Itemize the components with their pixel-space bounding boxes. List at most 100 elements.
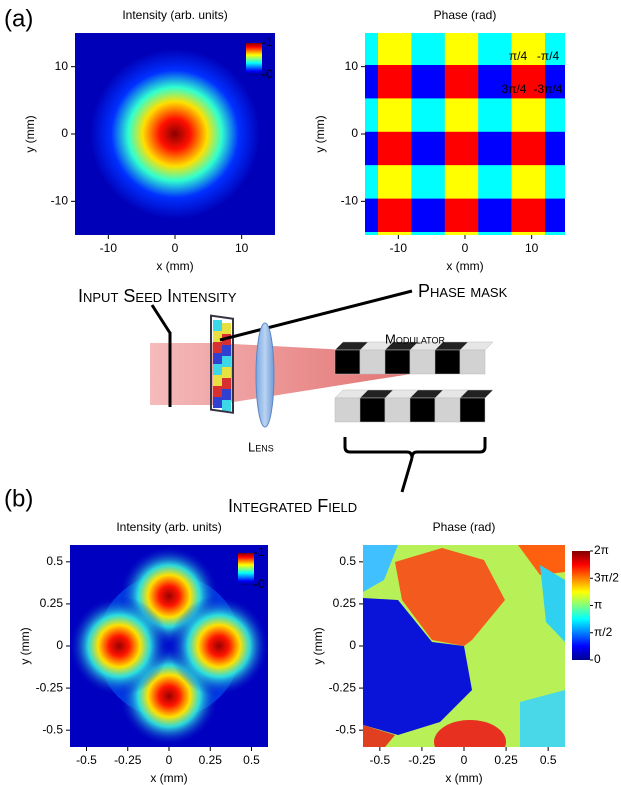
x-tick-label: -0.5 — [76, 753, 97, 767]
phase-cell — [311, 65, 345, 99]
phase-cell — [578, 132, 612, 166]
block — [459, 397, 486, 423]
mask-cell — [222, 367, 231, 378]
x-tick-label: 10 — [525, 241, 539, 255]
phase-cell — [478, 33, 512, 66]
phase-cell — [578, 65, 612, 99]
y-tick-label: -10 — [51, 194, 69, 208]
panel-label: (a) — [4, 5, 33, 32]
phase-cell — [378, 33, 412, 66]
block — [434, 397, 461, 423]
phase-cell — [511, 33, 546, 66]
x-tick-label: 0 — [166, 753, 173, 767]
phase-cell — [444, 33, 479, 66]
phase-cell — [411, 165, 445, 199]
y-axis-label: y (mm) — [311, 627, 325, 664]
phase-cell — [578, 98, 612, 132]
phase-cell — [511, 98, 546, 132]
y-tick-label: -0.25 — [329, 680, 357, 694]
diagram-label: Integrated Field — [228, 496, 357, 516]
phase-cell — [511, 165, 546, 199]
x-axis-label: x (mm) — [446, 259, 483, 273]
phase-cell — [545, 98, 565, 132]
phase-cell — [411, 65, 445, 99]
y-tick-label: 0.5 — [339, 554, 356, 568]
phase-cell — [378, 165, 412, 199]
phase-cell — [378, 131, 412, 166]
mask-cell — [213, 320, 222, 331]
phase-cell — [411, 198, 445, 233]
phase-cell — [545, 0, 579, 32]
block — [334, 397, 361, 423]
x-axis-label: x (mm) — [445, 771, 482, 785]
phase-cell — [311, 32, 345, 66]
y-axis-label: y (mm) — [23, 115, 37, 152]
phase-cell — [311, 0, 345, 32]
x-tick-label: 0.5 — [540, 753, 557, 767]
mask-cell — [222, 356, 231, 367]
phase-cell — [511, 131, 546, 166]
phase-annotation: π/4 — [509, 49, 528, 63]
x-tick-label: -0.25 — [114, 753, 142, 767]
colorbar-tick-label: π — [594, 598, 602, 612]
phase-cell — [365, 98, 379, 132]
phase-cell — [444, 98, 479, 132]
phase-annotation: -3π/4 — [534, 82, 563, 96]
phase-cell — [411, 131, 445, 166]
phase-cell — [511, 65, 546, 99]
phase-cell — [365, 165, 379, 199]
phase-cell — [545, 33, 565, 66]
phase-cell — [578, 32, 612, 66]
y-tick-label: 0 — [351, 126, 358, 140]
intensity-image — [70, 545, 268, 747]
mask-cell — [222, 389, 231, 400]
y-tick-label: 0 — [61, 126, 68, 140]
intensity-image — [75, 33, 275, 235]
phase-cell — [545, 232, 565, 235]
phase-mask — [210, 314, 234, 414]
phase-cell — [411, 232, 445, 235]
phase-cell — [478, 98, 512, 132]
colorbar-tick-label: π/2 — [594, 625, 613, 639]
phase-cell — [444, 165, 479, 199]
panel-label: (b) — [4, 485, 33, 512]
phase-cell — [365, 33, 379, 66]
phase-cell — [511, 232, 546, 235]
phase-cell — [478, 232, 512, 235]
x-tick-label: 0.25 — [494, 753, 518, 767]
x-axis-label: x (mm) — [150, 771, 187, 785]
mask-cell — [213, 397, 222, 408]
colorbar-tick-label: 0 — [266, 67, 273, 81]
phase-cell — [545, 131, 565, 166]
phase-cell — [365, 198, 379, 233]
mask-cell — [222, 400, 231, 411]
phase-annotation: 3π/4 — [502, 82, 527, 96]
phase-cell — [444, 131, 479, 166]
x-tick-label: 10 — [235, 241, 249, 255]
y-tick-label: 10 — [345, 59, 359, 73]
phase-cell — [378, 98, 412, 132]
x-tick-label: -0.5 — [369, 753, 390, 767]
y-tick-label: -0.5 — [335, 722, 356, 736]
block — [334, 349, 361, 375]
chart-title: Intensity (arb. units) — [122, 8, 227, 22]
phase-cell — [545, 198, 565, 233]
modulator — [334, 341, 494, 423]
chart-title: Intensity (arb. units) — [116, 520, 221, 534]
y-tick-label: 0.5 — [46, 554, 63, 568]
phase-cell — [311, 232, 345, 266]
x-tick-label: 0.5 — [243, 753, 260, 767]
y-tick-label: -0.5 — [42, 722, 63, 736]
phase-cell — [512, 0, 546, 32]
phase-cell — [365, 65, 379, 99]
colorbar — [572, 551, 590, 660]
phase-cell — [345, 0, 379, 32]
phase-cell — [478, 65, 512, 99]
phase-cell — [365, 232, 379, 235]
colorbar-tick-label: 2π — [594, 543, 609, 557]
setup-diagram: Input Seed Intensity Phase mask Modulato… — [78, 281, 508, 516]
mask-cell — [213, 331, 222, 342]
block — [409, 349, 436, 375]
phase-cell — [444, 65, 479, 99]
